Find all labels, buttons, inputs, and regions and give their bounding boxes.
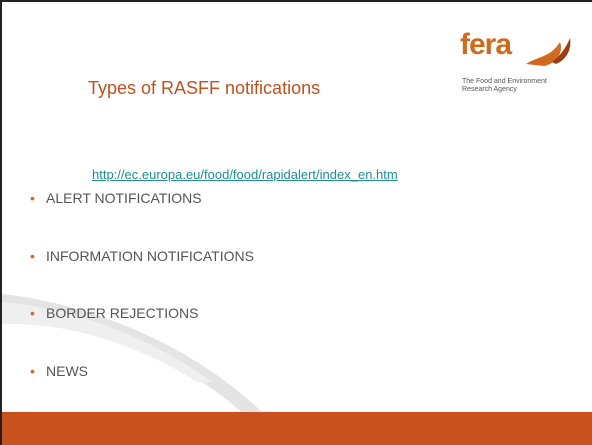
bullet-text: INFORMATION NOTIFICATIONS — [46, 247, 254, 264]
bullet-dot: • — [30, 190, 35, 206]
bullet-dot: • — [30, 362, 35, 379]
bullet-item: • INFORMATION NOTIFICATIONS — [30, 248, 254, 306]
leaf — [552, 38, 571, 64]
logo: fera The Food and Environment Research A… — [460, 28, 576, 100]
bullet-dot: • — [30, 305, 35, 321]
bullet-list: • ALERT NOTIFICATIONS • INFORMATION NOTIFIC… — [30, 190, 254, 420]
bullet-text: ALERT NOTIFICATIONS — [46, 190, 202, 206]
slide-title: Types of RASFF notifications — [88, 78, 321, 98]
link[interactable]: http://ec.europa.eu/food/food/rapidalert… — [92, 167, 398, 182]
bullet-item: • NEWS — [30, 363, 254, 421]
bullet-item: • ALERT NOTIFICATIONS — [30, 190, 254, 248]
footer-bar — [2, 412, 592, 445]
leaf — [526, 42, 562, 66]
tagline-line: The Food and Environment — [462, 78, 547, 85]
bullet-dot: • — [30, 247, 35, 264]
bullet-text: BORDER REJECTIONS — [46, 305, 199, 321]
logo-leaf — [526, 38, 571, 66]
logo-name: fera — [460, 28, 512, 61]
bullet-item: • BORDER REJECTIONS — [30, 305, 254, 363]
logo-tagline: The Food and Environment Research Agency — [462, 78, 547, 94]
bullet-text: NEWS — [46, 362, 88, 379]
swoosh-band — [2, 302, 212, 382]
tagline-line: Research Agency — [462, 86, 517, 93]
